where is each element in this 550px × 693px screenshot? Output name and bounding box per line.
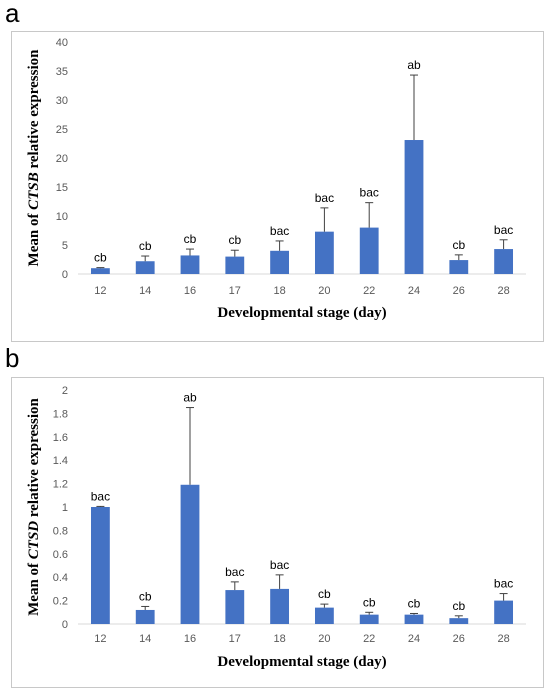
y-tick-label: 25 [56,124,68,136]
significance-label: bac [360,186,379,200]
y-tick-label: 10 [56,211,68,223]
bar [449,260,469,274]
x-tick-label: 20 [318,285,330,297]
significance-label: bac [91,489,110,503]
y-axis-title-prefix: Mean of [26,210,42,267]
x-tick-label: 18 [273,285,285,297]
y-tick-label: 1.2 [53,479,68,491]
bar [314,607,334,624]
significance-label: cb [408,596,421,610]
significance-label: cb [139,239,152,253]
y-tick-label: 0 [62,269,68,281]
x-tick-label: 14 [139,285,151,297]
bar [180,255,200,274]
x-tick-label: 28 [497,633,509,645]
x-tick-label: 16 [184,285,196,297]
significance-label: cb [139,589,152,603]
significance-label: cb [452,238,465,252]
significance-label: cb [452,599,465,613]
y-tick-label: 5 [62,240,68,252]
y-axis-title-suffix: relative expression [26,397,42,520]
panel-letter-a: a [5,0,20,28]
y-tick-label: 15 [56,182,68,194]
y-tick-label: 0.4 [53,572,68,584]
x-tick-label: 18 [273,633,285,645]
bar [494,249,514,274]
y-tick-label: 40 [56,37,68,49]
x-tick-label: 22 [363,285,375,297]
bar [135,609,155,624]
x-tick-label: 24 [408,633,420,645]
significance-label: cb [318,587,331,601]
x-tick-label: 12 [94,633,106,645]
y-tick-label: 2 [62,385,68,397]
x-axis-title: Developmental stage (day) [217,654,386,670]
bar [180,484,200,624]
significance-label: bac [225,565,244,579]
x-tick-label: 17 [229,285,241,297]
chart-frame-a [11,31,544,342]
y-tick-label: 0 [62,619,68,631]
bar [90,507,110,624]
y-tick-label: 1.4 [53,455,68,467]
x-tick-label: 20 [318,633,330,645]
y-tick-label: 1.8 [53,408,68,420]
bar [359,614,379,624]
x-tick-label: 24 [408,285,420,297]
y-tick-label: 0.8 [53,525,68,537]
bar [135,261,155,274]
significance-label: ab [183,391,197,405]
y-tick-label: 35 [56,66,68,78]
significance-label: ab [407,58,421,72]
x-axis-title: Developmental stage (day) [217,305,386,321]
panel-letter-b: b [5,343,20,373]
bar [449,618,469,624]
bar [359,227,379,274]
y-axis-title-gene: CTSD [26,521,42,560]
significance-label: cb [94,251,107,265]
x-tick-label: 14 [139,633,151,645]
y-tick-label: 1 [62,502,68,514]
bar [270,588,290,624]
significance-label: cb [363,595,376,609]
bar [404,140,424,274]
x-tick-label: 16 [184,633,196,645]
x-tick-label: 28 [497,285,509,297]
y-axis-title-prefix: Mean of [26,559,42,616]
y-tick-label: 30 [56,95,68,107]
significance-label: bac [315,191,334,205]
y-axis-title: Mean of CTSD relative expression [26,397,42,615]
bar [404,614,424,624]
y-axis-title-suffix: relative expression [26,49,42,172]
bar [225,256,245,274]
x-tick-label: 26 [453,285,465,297]
significance-label: bac [494,577,513,591]
significance-label: bac [270,558,289,572]
y-tick-label: 0.2 [53,596,68,608]
bar [494,600,514,624]
significance-label: bac [270,224,289,238]
significance-label: bac [494,223,513,237]
bar [90,268,110,274]
x-tick-label: 22 [363,633,375,645]
significance-label: cb [228,233,241,247]
y-axis-title-gene: CTSB [26,172,42,210]
bar [270,250,290,274]
bar [225,590,245,624]
y-tick-label: 0.6 [53,549,68,561]
x-tick-label: 12 [94,285,106,297]
x-tick-label: 17 [229,633,241,645]
x-tick-label: 26 [453,633,465,645]
bar [314,231,334,274]
y-tick-label: 20 [56,153,68,165]
significance-label: cb [184,232,197,246]
y-tick-label: 1.6 [53,432,68,444]
y-axis-title: Mean of CTSB relative expression [26,49,42,267]
